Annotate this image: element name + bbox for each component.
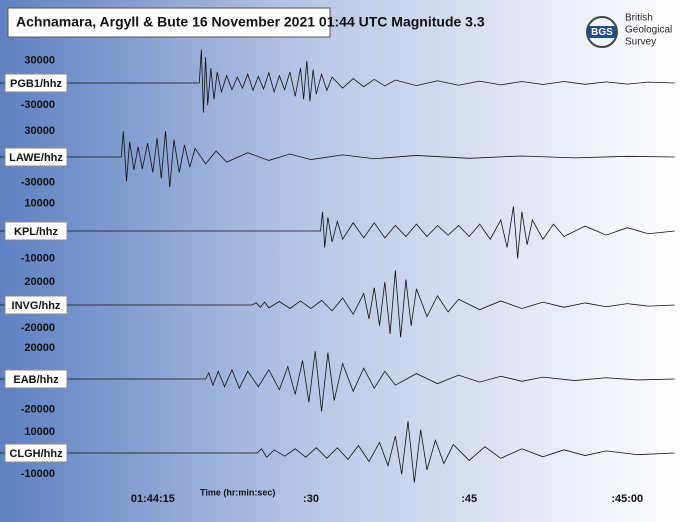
station-label: CLGH/hhz xyxy=(9,448,63,460)
station-label: PGB1/hhz xyxy=(10,78,62,90)
logo-text: British xyxy=(625,13,653,24)
logo-abbr: BGS xyxy=(591,27,613,38)
waveform xyxy=(0,49,675,113)
logo: BGS British Geological Survey xyxy=(586,13,672,48)
station-label-box xyxy=(4,73,68,93)
y-tick-label: -10000 xyxy=(21,468,55,480)
y-tick-label: 10000 xyxy=(24,197,55,209)
x-axis-label: Time (hr:min:sec) xyxy=(200,487,275,497)
waveform xyxy=(0,131,675,188)
logo-text: Geological xyxy=(625,25,672,36)
waveform xyxy=(0,270,675,338)
title-box xyxy=(7,7,331,38)
y-tick-label: 10000 xyxy=(24,426,55,438)
logo-text: Survey xyxy=(625,37,656,48)
x-tick-label: :45:00 xyxy=(611,493,643,505)
waveform xyxy=(0,351,675,412)
station-label: EAB/hhz xyxy=(13,374,59,386)
station-label-box xyxy=(4,369,68,389)
y-tick-label: -10000 xyxy=(21,252,55,264)
y-tick-label: 30000 xyxy=(24,55,55,67)
waveform xyxy=(0,206,675,259)
y-tick-label: -30000 xyxy=(21,177,55,189)
y-tick-label: 30000 xyxy=(24,125,55,137)
logo-ring xyxy=(586,16,618,48)
y-tick-label: 20000 xyxy=(24,342,55,354)
y-tick-label: -20000 xyxy=(21,322,55,334)
x-tick-label: 01:44:15 xyxy=(131,493,175,505)
y-tick-label: 20000 xyxy=(24,276,55,288)
logo-band xyxy=(588,26,616,38)
x-tick-label: :45 xyxy=(461,493,477,505)
y-tick-label: -20000 xyxy=(21,404,55,416)
title: Achnamara, Argyll & Bute 16 November 202… xyxy=(16,14,485,30)
x-tick-label: :30 xyxy=(303,493,319,505)
station-label: INVG/hhz xyxy=(12,300,61,312)
y-tick-label: -30000 xyxy=(21,99,55,111)
station-label-box xyxy=(4,295,68,315)
station-label: LAWE/hhz xyxy=(9,152,63,164)
station-label-box xyxy=(4,443,68,463)
station-label-box xyxy=(4,147,68,167)
station-label-box xyxy=(4,221,68,241)
waveform xyxy=(0,421,675,483)
station-label: KPL/hhz xyxy=(14,226,58,238)
